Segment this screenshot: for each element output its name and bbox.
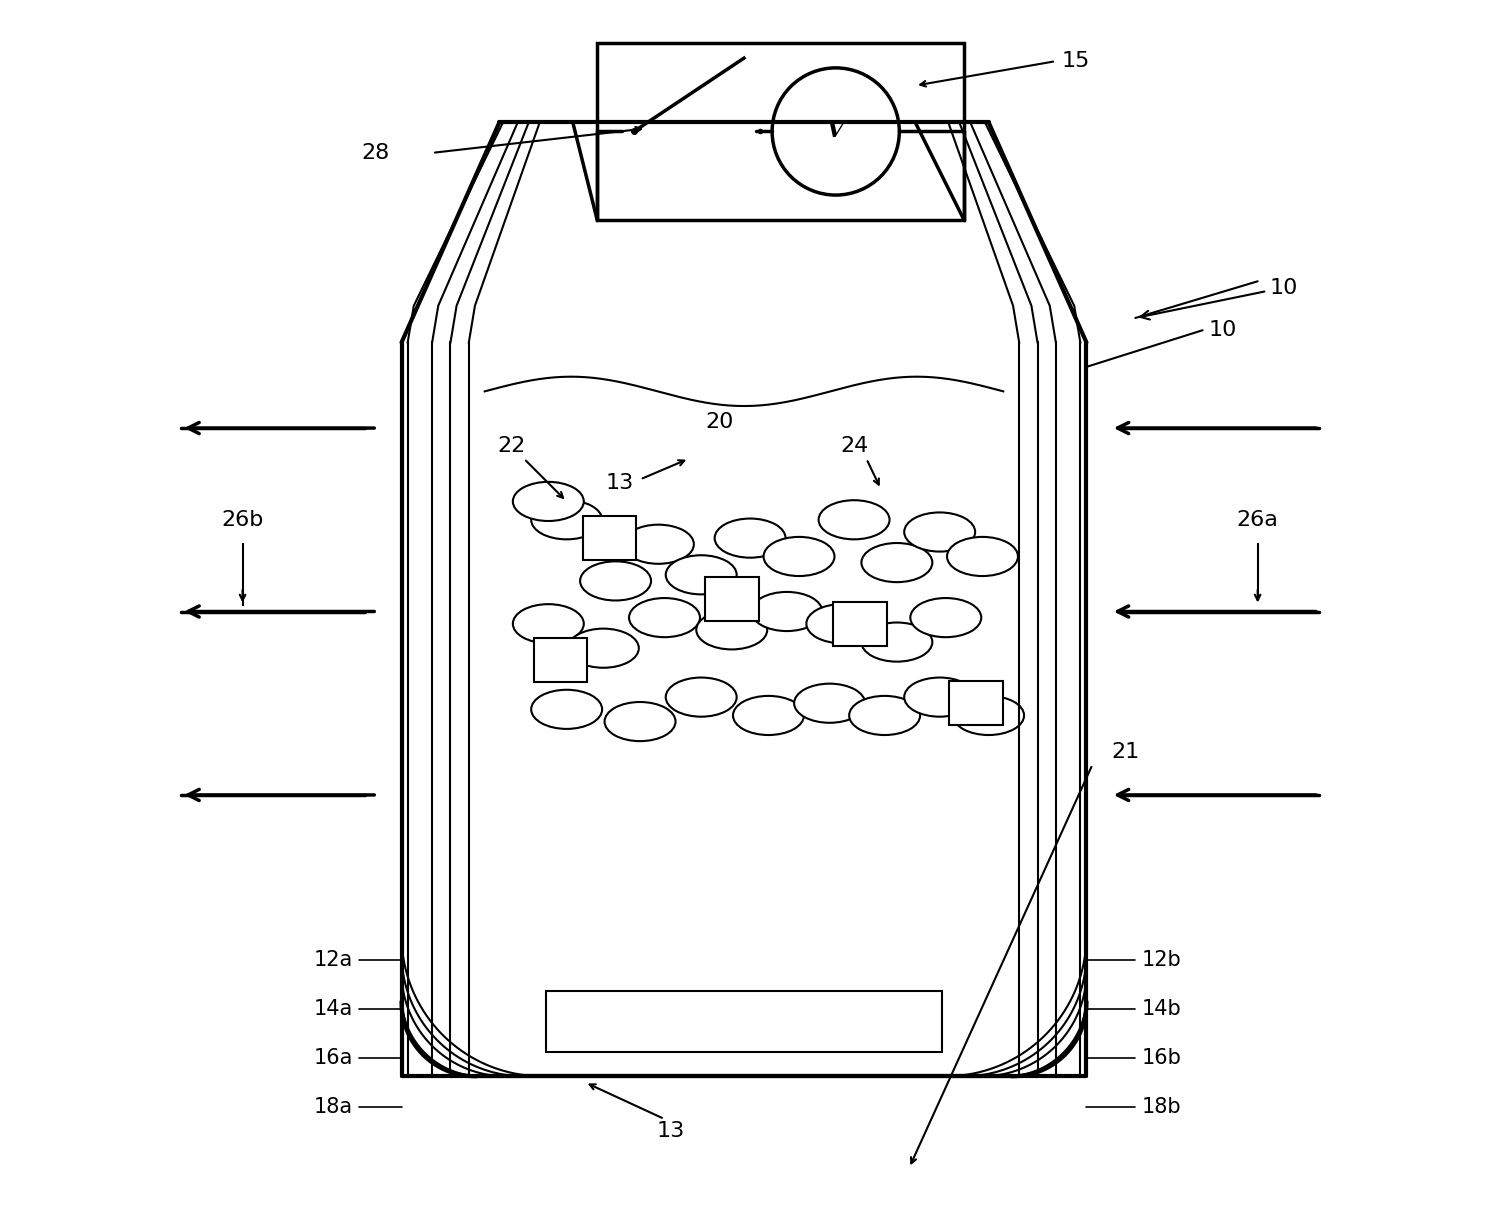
Bar	[705, 577, 759, 621]
Text: 10: 10	[1208, 320, 1237, 340]
Text: 12b: 12b	[1141, 950, 1181, 970]
Ellipse shape	[751, 592, 823, 631]
Text: 26a: 26a	[1237, 510, 1278, 530]
Ellipse shape	[513, 604, 583, 643]
Ellipse shape	[568, 629, 638, 668]
Text: 14a: 14a	[314, 999, 353, 1019]
Bar	[583, 516, 637, 560]
Text: 15: 15	[1062, 51, 1091, 71]
Ellipse shape	[905, 678, 975, 717]
Ellipse shape	[734, 696, 804, 735]
Ellipse shape	[696, 610, 768, 649]
Ellipse shape	[580, 561, 652, 600]
Bar	[833, 602, 887, 646]
Ellipse shape	[665, 678, 737, 717]
Text: 10: 10	[1140, 278, 1298, 319]
Bar	[546, 991, 942, 1052]
Text: 26b: 26b	[222, 510, 263, 530]
Ellipse shape	[665, 555, 737, 594]
Ellipse shape	[818, 500, 890, 539]
Text: V: V	[827, 121, 844, 142]
Text: 13: 13	[606, 473, 634, 493]
Text: 24: 24	[839, 437, 868, 456]
Text: 16b: 16b	[1141, 1048, 1181, 1068]
Bar	[949, 681, 1003, 725]
Ellipse shape	[604, 702, 676, 741]
Text: 14b: 14b	[1141, 999, 1181, 1019]
Ellipse shape	[946, 537, 1018, 576]
Ellipse shape	[623, 525, 693, 564]
Text: 13: 13	[656, 1121, 684, 1141]
Text: 20: 20	[705, 412, 734, 432]
Ellipse shape	[905, 512, 975, 552]
Ellipse shape	[531, 500, 603, 539]
Ellipse shape	[862, 543, 933, 582]
Ellipse shape	[531, 690, 603, 729]
Ellipse shape	[850, 696, 920, 735]
Bar	[597, 43, 964, 220]
Text: 18a: 18a	[314, 1097, 353, 1117]
Ellipse shape	[954, 696, 1024, 735]
Ellipse shape	[862, 623, 933, 662]
Text: 16a: 16a	[314, 1048, 353, 1068]
Text: 12a: 12a	[314, 950, 353, 970]
Text: 22: 22	[497, 437, 525, 456]
Ellipse shape	[714, 519, 786, 558]
Ellipse shape	[629, 598, 699, 637]
Text: 28: 28	[362, 143, 390, 163]
Bar	[534, 638, 588, 682]
Ellipse shape	[795, 684, 865, 723]
Ellipse shape	[806, 604, 878, 643]
Ellipse shape	[763, 537, 835, 576]
Ellipse shape	[513, 482, 583, 521]
Text: 21: 21	[1112, 742, 1140, 762]
Ellipse shape	[911, 598, 981, 637]
Text: 18b: 18b	[1141, 1097, 1181, 1117]
